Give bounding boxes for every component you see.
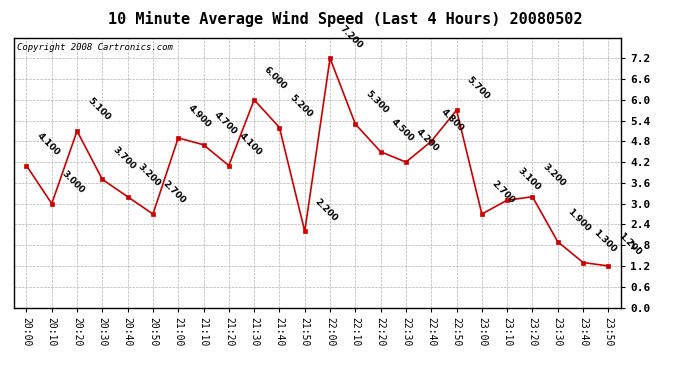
Text: 3.100: 3.100: [515, 166, 542, 192]
Text: 2.700: 2.700: [490, 179, 517, 206]
Text: Copyright 2008 Cartronics.com: Copyright 2008 Cartronics.com: [17, 43, 172, 52]
Text: 5.700: 5.700: [465, 75, 491, 102]
Text: 2.200: 2.200: [313, 197, 339, 223]
Text: 3.000: 3.000: [60, 169, 86, 195]
Text: 5.200: 5.200: [288, 93, 314, 119]
Text: 5.300: 5.300: [364, 90, 390, 116]
Text: 1.300: 1.300: [591, 228, 618, 254]
Text: 3.700: 3.700: [110, 145, 137, 171]
Text: 10 Minute Average Wind Speed (Last 4 Hours) 20080502: 10 Minute Average Wind Speed (Last 4 Hou…: [108, 11, 582, 27]
Text: 4.200: 4.200: [414, 128, 441, 154]
Text: 2.700: 2.700: [161, 179, 188, 206]
Text: 5.100: 5.100: [86, 96, 112, 123]
Text: 4.700: 4.700: [212, 110, 238, 136]
Text: 4.800: 4.800: [440, 106, 466, 133]
Text: 6.000: 6.000: [262, 65, 288, 92]
Text: 1.200: 1.200: [617, 231, 643, 258]
Text: 4.100: 4.100: [237, 131, 264, 157]
Text: 4.100: 4.100: [34, 131, 61, 157]
Text: 3.200: 3.200: [541, 162, 567, 188]
Text: 4.500: 4.500: [389, 117, 415, 143]
Text: 3.200: 3.200: [136, 162, 162, 188]
Text: 4.900: 4.900: [186, 103, 213, 129]
Text: 7.200: 7.200: [338, 24, 365, 50]
Text: 1.900: 1.900: [566, 207, 593, 233]
